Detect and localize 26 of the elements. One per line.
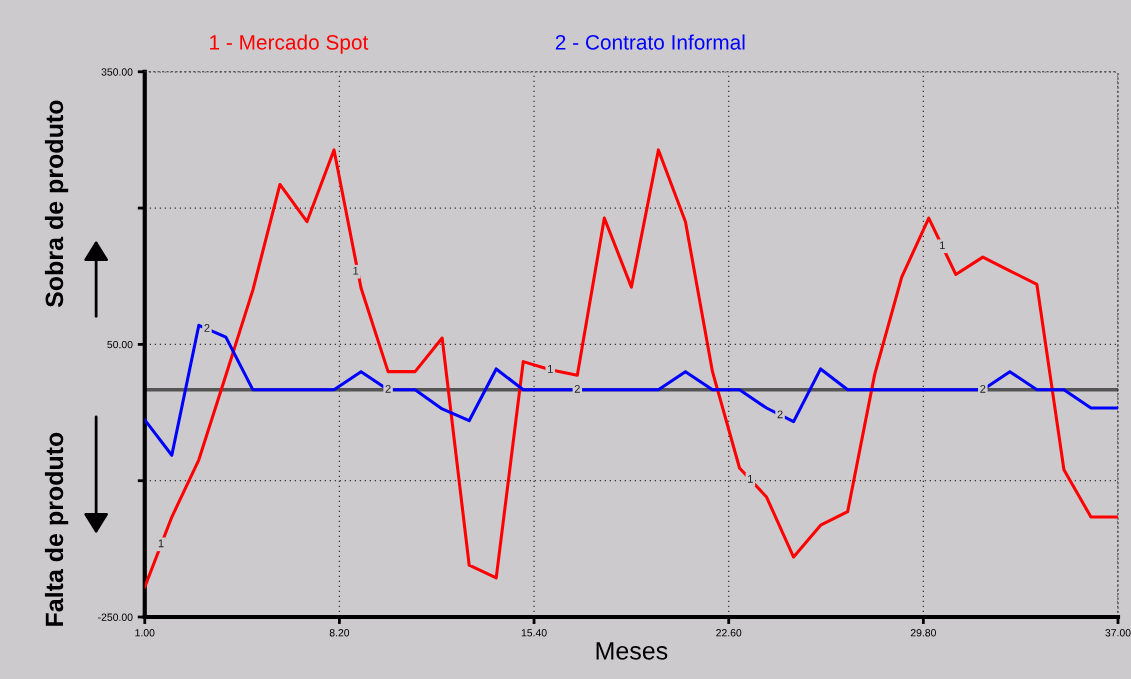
- y-tick-label: 50.00: [107, 340, 133, 349]
- annotation: 1: [158, 539, 164, 548]
- y-tick-label: -250.00: [98, 613, 133, 621]
- y-tick-label: 350.00: [101, 68, 133, 76]
- text: 1 - Mercado Spot: [210, 34, 369, 54]
- x-tick-label: 37.00: [1105, 629, 1131, 637]
- text: Falta de produto: [44, 432, 69, 626]
- x-tick-label: 22.60: [716, 629, 742, 637]
- annotation: 2: [204, 324, 210, 332]
- text: Sobra de produto: [44, 100, 69, 308]
- annotation: 2: [980, 384, 986, 393]
- annotation: 1: [548, 365, 553, 373]
- x-tick-label: 29.80: [910, 629, 936, 637]
- annotation: 1: [353, 266, 359, 275]
- annotation: 2: [574, 384, 580, 393]
- x-tick-label: 15.40: [521, 629, 547, 637]
- line-series: [144, 148, 1118, 589]
- x-tick-label: 1.00: [135, 629, 155, 637]
- annotation: 1: [748, 475, 753, 483]
- annotation: 2: [777, 410, 783, 419]
- x-axis-title: Meses: [596, 642, 668, 660]
- line-series: [144, 323, 1118, 457]
- annotation: 1: [940, 241, 945, 250]
- annotation: 2: [385, 384, 391, 393]
- text: 2 - Contrato Informal: [555, 34, 745, 50]
- x-tick-label: 8.20: [329, 629, 350, 637]
